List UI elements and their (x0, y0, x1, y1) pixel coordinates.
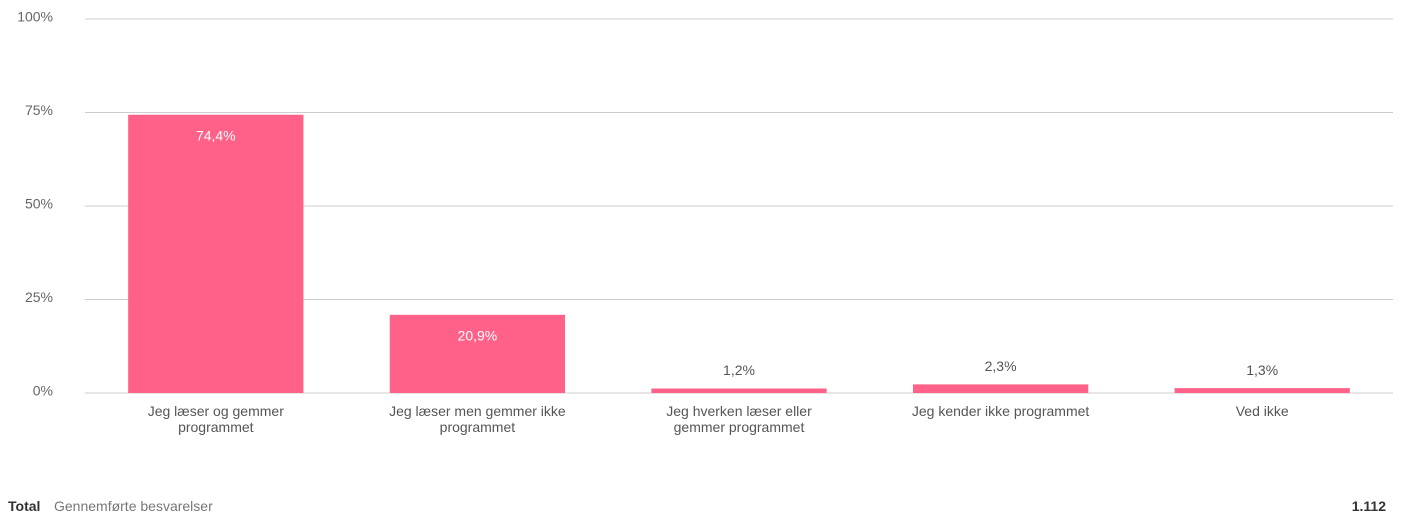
y-tick-label: 0% (33, 383, 53, 399)
x-tick-label: Jeg læser og gemmer programmet (147, 403, 284, 435)
value-label: 2,3% (985, 358, 1017, 374)
value-label: 20,9% (458, 328, 498, 344)
x-tick-label: Jeg kender ikke programmet (911, 403, 1090, 419)
value-label: 74,4% (196, 127, 236, 143)
bar (1174, 388, 1350, 393)
footer-label: Total (8, 498, 41, 514)
y-tick-label: 100% (17, 9, 53, 25)
x-tick-label: Jeg hverken læser eller gemmer programme… (666, 403, 812, 435)
bar (389, 314, 566, 393)
value-label: 1,3% (1246, 362, 1278, 378)
value-label: 1,2% (723, 362, 755, 378)
bar (651, 388, 827, 393)
bar (128, 114, 304, 393)
y-tick-label: 75% (25, 102, 53, 118)
bar (912, 384, 1089, 393)
footer-total: 1.112 (1351, 498, 1386, 514)
x-tick-label: Jeg læser men gemmer ikke programmet (389, 403, 566, 435)
x-tick-label: Ved ikke (1235, 403, 1289, 419)
y-tick-label: 50% (25, 196, 53, 212)
y-tick-label: 25% (25, 289, 53, 305)
footer-description: Gennemførte besvarelser (54, 498, 213, 514)
